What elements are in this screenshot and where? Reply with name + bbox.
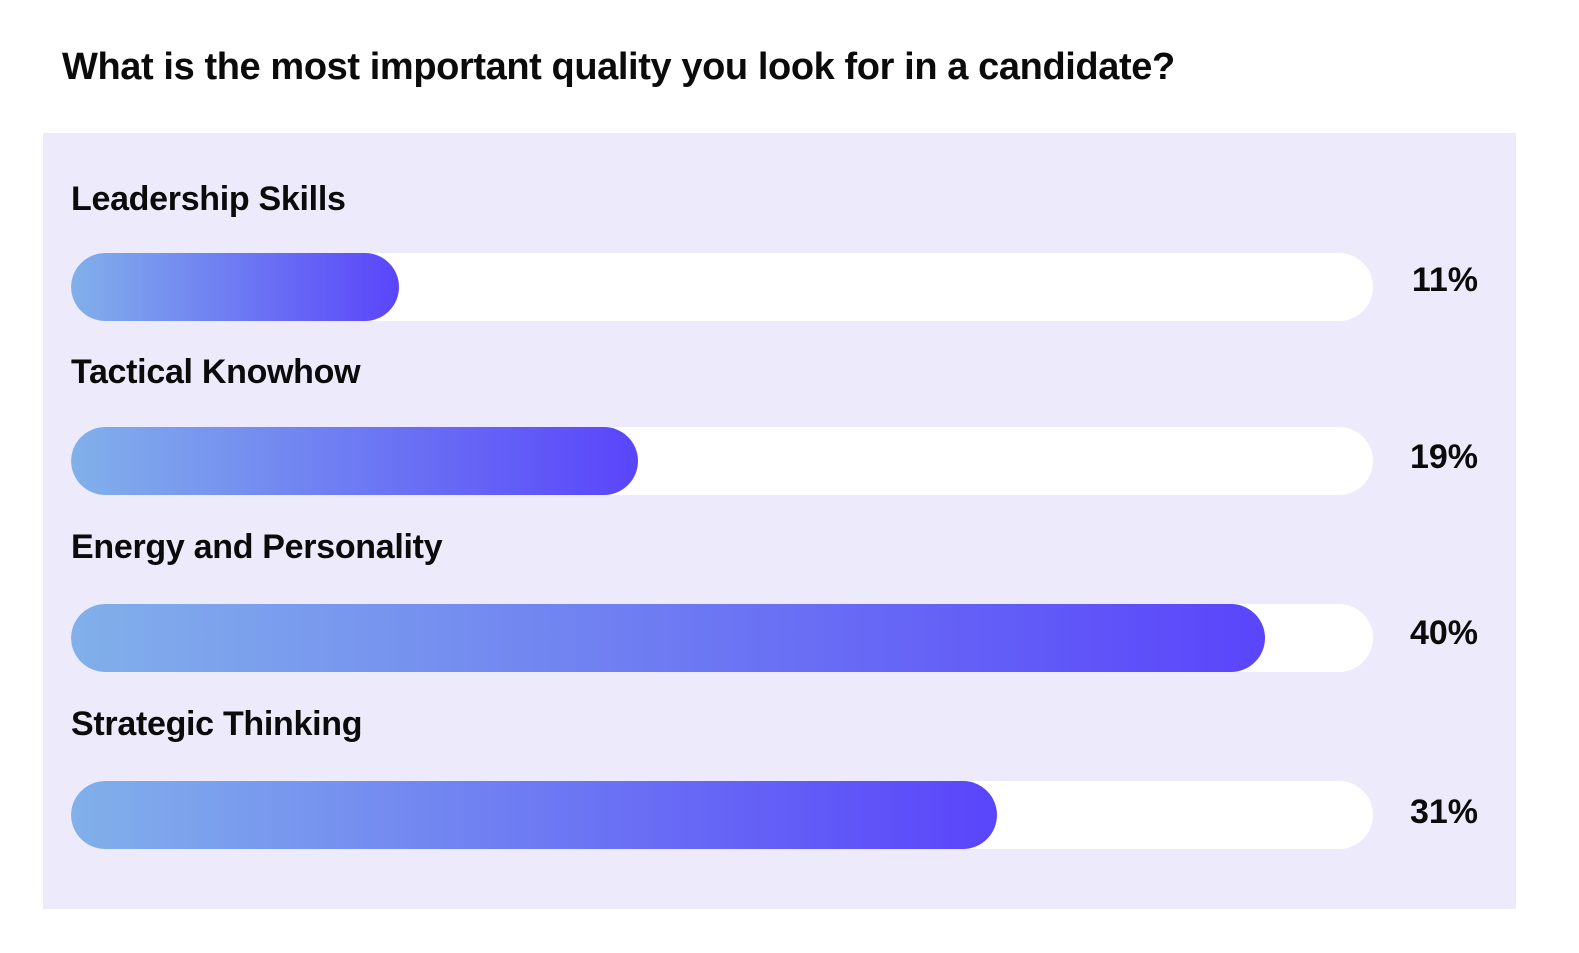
- bar: [71, 604, 1265, 672]
- value-label: 31%: [1409, 793, 1478, 831]
- bar-track: [71, 781, 1373, 849]
- category-label: Energy and Personality: [71, 528, 443, 566]
- value-label: 19%: [1409, 438, 1478, 476]
- value-label: 40%: [1409, 614, 1478, 652]
- bar-track: [71, 604, 1373, 672]
- category-label: Tactical Knowhow: [71, 353, 361, 391]
- chart-title: What is the most important quality you l…: [62, 46, 1175, 88]
- bar: [71, 427, 638, 495]
- bar-track: [71, 253, 1373, 321]
- bar-track: [71, 427, 1373, 495]
- chart-panel: Leadership Skills 11% Tactical Knowhow 1…: [43, 133, 1516, 909]
- value-label: 11%: [1411, 261, 1478, 299]
- category-label: Leadership Skills: [71, 180, 346, 218]
- category-label: Strategic Thinking: [71, 705, 363, 743]
- bar: [71, 253, 399, 321]
- bar: [71, 781, 997, 849]
